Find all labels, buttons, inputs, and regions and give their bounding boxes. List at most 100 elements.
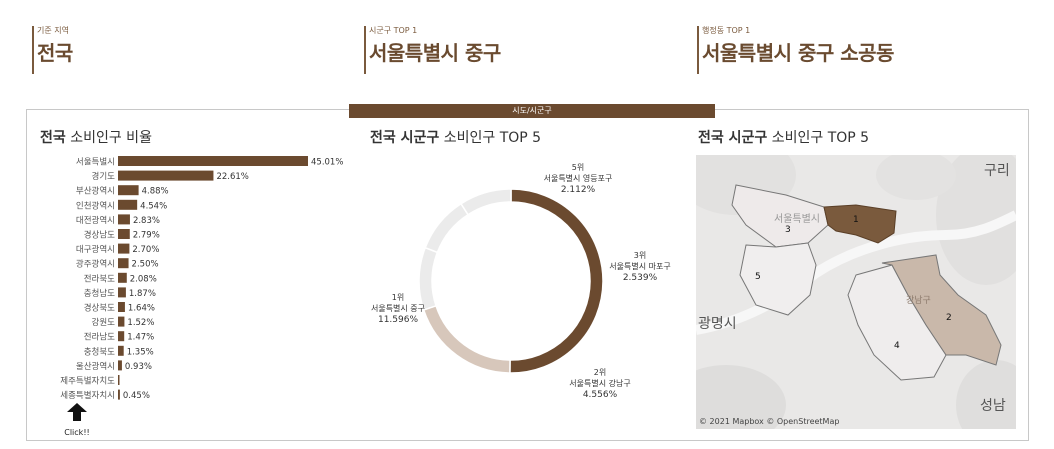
- kpi-sigungu-top1: 시군구 TOP 1 서울특별시 중구: [364, 26, 501, 74]
- bar-7: [118, 258, 129, 269]
- bar-11: [118, 316, 125, 327]
- region-rank-4: 4: [894, 341, 900, 351]
- bar-category-label: 경상남도: [84, 230, 115, 241]
- bar-category-label: 전라남도: [84, 332, 115, 343]
- bar-8: [118, 272, 127, 283]
- bar-value-label: 0.93%: [125, 362, 152, 372]
- donut-label: 2.112%: [561, 185, 596, 195]
- donut-label: 2위: [594, 368, 606, 377]
- bar-value-label: 2.08%: [130, 274, 157, 284]
- bar-2: [118, 185, 139, 196]
- click-hint-label: Click!!: [64, 428, 90, 437]
- kpi-sigungu-label: 시군구 TOP 1: [369, 26, 418, 35]
- donut-slice-2: [422, 304, 511, 374]
- bar-value-label: 1.64%: [128, 304, 155, 314]
- top5-choropleth-map[interactable]: 1 2 3 4 5 서울특별시 강남구 구리 광명시 성남: [696, 155, 1016, 429]
- region-1[interactable]: [823, 204, 897, 244]
- bar-category-label: 제주특별자치도: [60, 376, 115, 387]
- bar-9: [118, 287, 126, 298]
- bar-12: [118, 331, 125, 342]
- bar-6: [118, 243, 130, 254]
- bar-15: [118, 375, 120, 385]
- tab-sido-sigungu[interactable]: 시도/시군구: [349, 104, 715, 118]
- map-label-gwangmyeong: 광명시: [698, 316, 737, 332]
- bar-value-label: 2.70%: [132, 245, 159, 255]
- bar-chart-title: 전국 소비인구 비율: [40, 127, 152, 147]
- kpi-region-value: 전국: [37, 41, 73, 65]
- region-share-bar-chart[interactable]: 서울특별시 45.01% 경기도 22.61% 부산광역시 4.88% 인천광역시 4.54%…: [30, 150, 360, 402]
- bar-3: [118, 199, 138, 210]
- donut-slice-1: [509, 188, 604, 374]
- bar-value-label: 1.87%: [129, 289, 156, 299]
- bar-4: [118, 214, 130, 225]
- bar-14: [118, 360, 122, 371]
- region-rank-2: 2: [946, 313, 952, 323]
- bar-category-label: 강원도: [92, 317, 116, 328]
- bar-value-label: 0.45%: [123, 391, 150, 401]
- bar-category-label: 세종특별자치시: [60, 390, 115, 401]
- bar-category-label: 경상북도: [84, 303, 115, 314]
- donut-label: 1위: [392, 293, 404, 302]
- bar-value-label: 2.50%: [132, 260, 159, 270]
- bar-value-label: 1.47%: [127, 333, 154, 343]
- donut-label: 2.539%: [623, 273, 658, 283]
- bar-1: [118, 170, 214, 181]
- donut-slice-4: [424, 202, 470, 254]
- bar-0: [118, 156, 308, 166]
- bar-category-label: 경기도: [92, 171, 116, 182]
- bar-category-label: 울산광역시: [76, 361, 115, 372]
- bar-value-label: 45.01%: [311, 158, 343, 168]
- click-hint[interactable]: Click!!: [62, 402, 92, 437]
- bar-value-label: 4.88%: [142, 187, 169, 197]
- donut-title-bold: 전국 시군구: [370, 130, 440, 146]
- map-label-seongnam: 성남: [980, 398, 1006, 414]
- bar-5: [118, 229, 130, 239]
- bar-value-label: 2.79%: [133, 231, 160, 241]
- bar-value-label: 1.52%: [127, 318, 154, 328]
- donut-label: 서울특별시 마포구: [609, 261, 670, 271]
- bar-category-label: 충청북도: [84, 347, 115, 357]
- donut-label: 5위: [572, 163, 584, 172]
- region-2[interactable]: [881, 254, 1002, 366]
- donut-label: 서울특별시 강남구: [569, 378, 630, 388]
- map-label-guri: 구리: [984, 163, 1010, 179]
- bar-category-label: 대구광역시: [76, 244, 115, 255]
- map-title-bold: 전국 시군구: [698, 130, 768, 146]
- bar-category-label: 부산광역시: [76, 186, 115, 197]
- bar-value-label: 22.61%: [216, 172, 248, 182]
- bar-category-label: 광주광역시: [76, 259, 115, 270]
- region-5[interactable]: [739, 242, 817, 316]
- kpi-dong-label: 행정동 TOP 1: [702, 26, 751, 35]
- donut-title-rest: 소비인구 TOP 5: [439, 130, 542, 146]
- kpi-region: 기준 지역 전국: [32, 26, 73, 74]
- map-title: 전국 시군구 소비인구 TOP 5: [698, 127, 869, 147]
- donut-label: 서울특별시 중구: [371, 303, 425, 313]
- bar-title-rest: 소비인구 비율: [65, 130, 152, 146]
- donut-chart-title: 전국 시군구 소비인구 TOP 5: [370, 127, 541, 147]
- map-title-rest: 소비인구 TOP 5: [767, 130, 870, 146]
- donut-label: 11.596%: [378, 315, 418, 325]
- donut-slice-5: [459, 188, 512, 216]
- map-attribution[interactable]: © 2021 Mapbox © OpenStreetMap: [699, 417, 840, 426]
- bar-category-label: 인천광역시: [76, 200, 115, 211]
- donut-label: 3위: [634, 251, 646, 260]
- map-canvas: [696, 155, 1016, 429]
- map-label-gangnam: 강남구: [906, 296, 931, 306]
- region-rank-3: 3: [785, 225, 791, 235]
- kpi-dong-value: 서울특별시 중구 소공동: [702, 41, 894, 65]
- bar-value-label: 1.35%: [127, 347, 154, 357]
- bar-category-label: 충청남도: [84, 289, 115, 299]
- bar-category-label: 대전광역시: [76, 215, 115, 226]
- bar-10: [118, 302, 125, 312]
- kpi-sigungu-value: 서울특별시 중구: [369, 41, 501, 65]
- kpi-dong-top1: 행정동 TOP 1 서울특별시 중구 소공동: [697, 26, 894, 74]
- bar-title-bold: 전국: [40, 130, 66, 146]
- arrow-up-icon: [67, 403, 87, 421]
- map-label-seoul: 서울특별시: [774, 214, 820, 225]
- donut-label: 4.556%: [583, 390, 618, 400]
- bar-value-label: 2.83%: [133, 216, 160, 226]
- bar-category-label: 서울특별시: [76, 157, 115, 168]
- kpi-region-label: 기준 지역: [37, 26, 69, 35]
- bar-value-label: 4.54%: [140, 201, 167, 211]
